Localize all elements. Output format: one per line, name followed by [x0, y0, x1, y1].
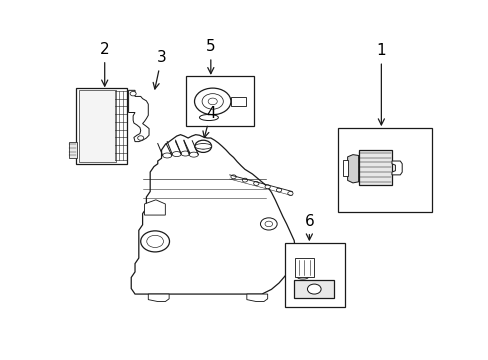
Bar	[69, 141, 77, 158]
Polygon shape	[128, 90, 149, 141]
Circle shape	[260, 218, 277, 230]
Ellipse shape	[172, 152, 181, 157]
Circle shape	[287, 192, 292, 195]
Bar	[294, 280, 333, 298]
Circle shape	[253, 181, 259, 185]
Circle shape	[202, 94, 223, 109]
Ellipse shape	[181, 151, 189, 156]
Ellipse shape	[163, 153, 171, 158]
Ellipse shape	[199, 114, 218, 121]
Circle shape	[208, 98, 217, 105]
Bar	[76, 87, 127, 164]
Ellipse shape	[189, 152, 198, 157]
Ellipse shape	[297, 276, 307, 279]
Polygon shape	[131, 135, 295, 294]
Bar	[230, 97, 245, 105]
Circle shape	[146, 235, 163, 247]
Text: 1: 1	[376, 44, 386, 125]
Circle shape	[230, 175, 236, 179]
Text: 2: 2	[100, 42, 109, 86]
Bar	[295, 258, 314, 276]
Text: 5: 5	[205, 39, 215, 74]
Bar	[285, 243, 344, 307]
Circle shape	[130, 91, 136, 96]
Polygon shape	[246, 294, 267, 302]
Text: 6: 6	[304, 214, 314, 240]
Bar	[358, 150, 391, 185]
Circle shape	[194, 88, 230, 115]
Text: 4: 4	[203, 106, 215, 138]
Circle shape	[195, 140, 211, 152]
Polygon shape	[148, 294, 169, 302]
Circle shape	[264, 185, 270, 189]
Circle shape	[138, 136, 143, 140]
Polygon shape	[343, 159, 347, 176]
Text: 3: 3	[153, 50, 166, 89]
Circle shape	[141, 231, 169, 252]
Ellipse shape	[195, 144, 211, 149]
Circle shape	[276, 188, 281, 192]
Circle shape	[264, 221, 272, 227]
Polygon shape	[347, 155, 358, 183]
Circle shape	[307, 284, 321, 294]
Circle shape	[199, 144, 206, 149]
Bar	[79, 90, 116, 162]
Bar	[186, 76, 254, 126]
Circle shape	[242, 178, 247, 182]
Polygon shape	[144, 200, 165, 215]
Polygon shape	[391, 161, 401, 175]
Bar	[337, 128, 431, 212]
